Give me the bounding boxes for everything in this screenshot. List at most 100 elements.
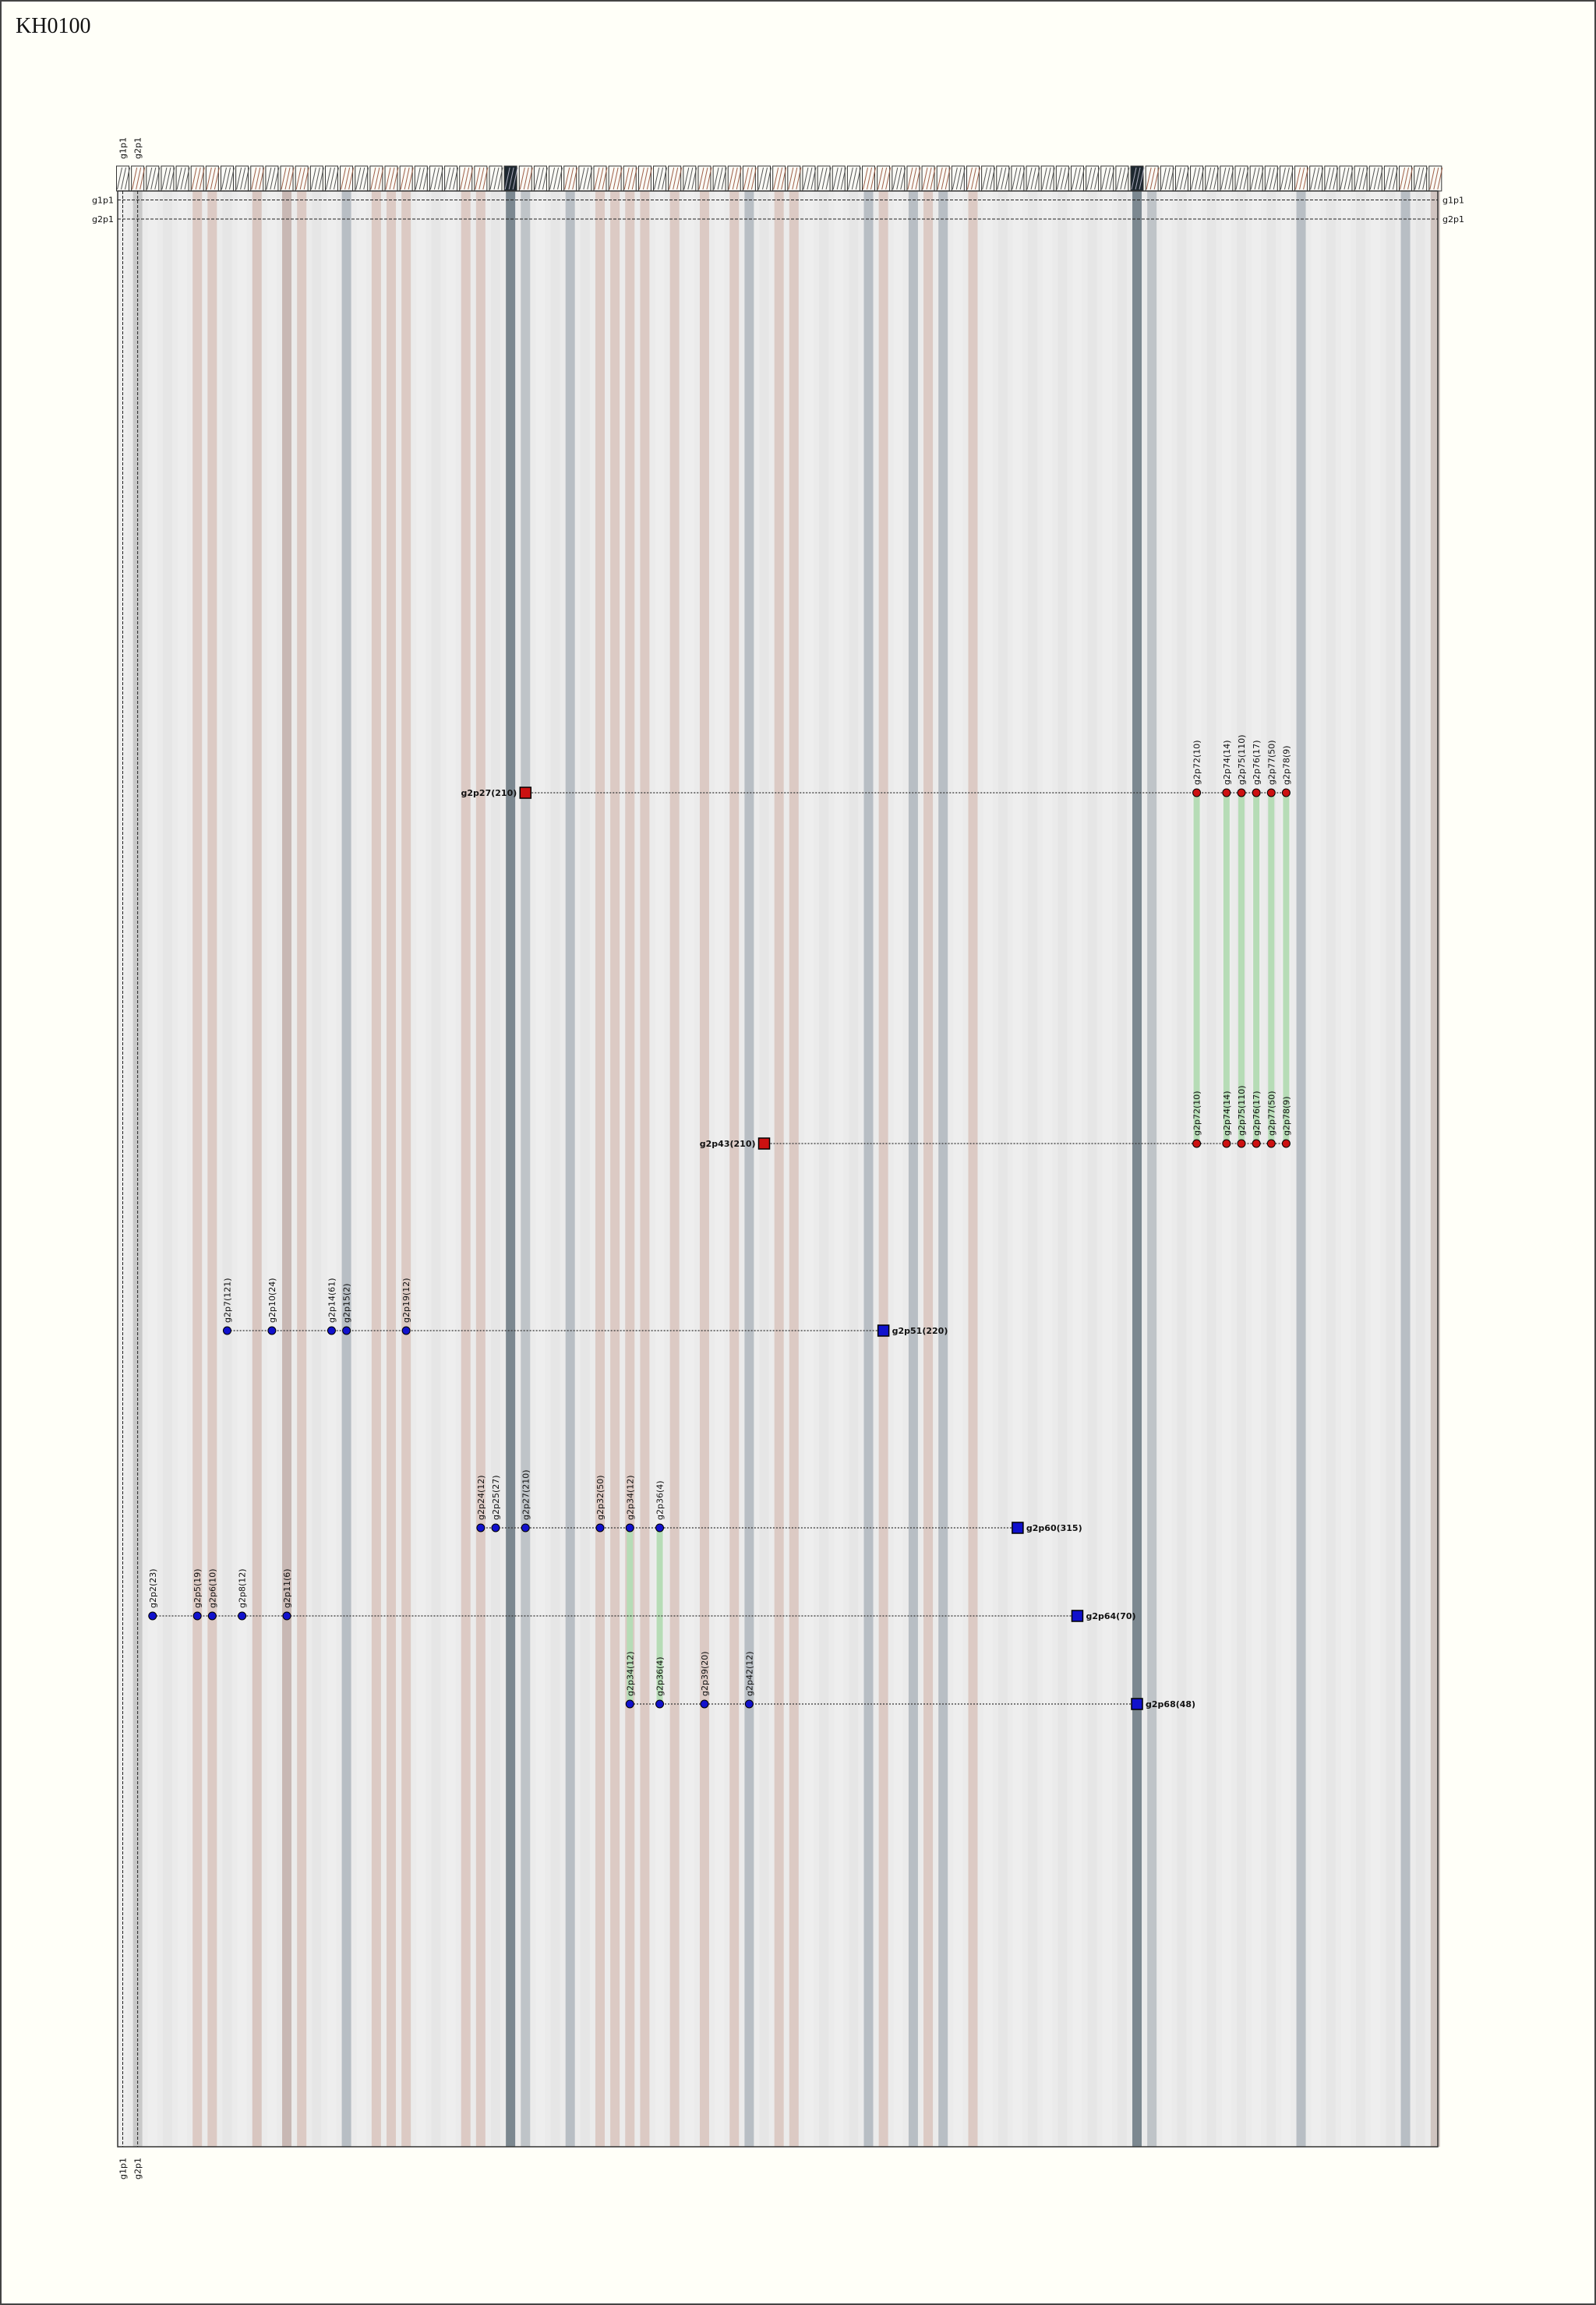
header-hatch: [654, 167, 660, 190]
header-hatch: [236, 167, 242, 190]
header-hatch: [1388, 167, 1394, 190]
column-stripe: [1237, 191, 1246, 2147]
header-hatch: [955, 167, 962, 190]
header-hatch: [437, 167, 443, 190]
header-hatch: [855, 167, 861, 190]
column-stripe: [923, 191, 934, 2147]
header-hatch: [468, 167, 474, 190]
node-label: g2p74(14): [1222, 1091, 1232, 1136]
header-hatch: [1329, 167, 1335, 190]
node-label: g2p7(121): [222, 1278, 232, 1323]
node-label: g2p77(50): [1266, 1091, 1276, 1136]
header-hatch: [691, 167, 697, 190]
column-stripe: [729, 191, 740, 2147]
node-label: g2p75(110): [1237, 1085, 1247, 1136]
header-hatch: [803, 167, 809, 190]
column-stripe: [461, 191, 471, 2147]
header-hatch: [1325, 167, 1331, 190]
header-hatch: [1195, 167, 1201, 190]
header-hatch: [1019, 167, 1026, 190]
header-hatch: [613, 167, 619, 190]
node-label: g2p19(12): [401, 1278, 411, 1323]
column-stripe: [669, 191, 680, 2147]
header-hatch: [359, 167, 365, 190]
header-hatch: [1034, 167, 1040, 190]
row-label-right: g1p1: [1442, 196, 1464, 206]
node-label: g2p24(12): [476, 1475, 486, 1520]
header-hatch: [728, 167, 734, 190]
sink: [877, 1324, 890, 1337]
header-hatch: [299, 167, 305, 190]
header-hatch: [930, 167, 936, 190]
header-hatch: [706, 167, 712, 190]
header-hatch: [1429, 167, 1435, 190]
node: [1237, 788, 1246, 797]
header-hatch: [732, 167, 738, 190]
header-hatch: [616, 167, 623, 190]
header-hatch: [1012, 167, 1018, 190]
node-label: g2p74(14): [1222, 740, 1232, 785]
header-hatch: [832, 167, 839, 190]
sink: [1131, 1698, 1143, 1710]
node-label: g2p78(9): [1281, 1096, 1291, 1136]
header-hatch: [1030, 167, 1036, 190]
header-hatch: [1369, 167, 1375, 190]
node-label: g2p32(50): [595, 1475, 606, 1520]
header-hatch: [863, 167, 868, 190]
header-hatch: [121, 167, 126, 190]
header-hatch: [1250, 167, 1256, 190]
column-stripe: [849, 191, 859, 2147]
header-hatch: [497, 167, 503, 190]
column-stripe: [759, 191, 769, 2147]
header-hatch: [400, 167, 406, 190]
header-hatch: [698, 167, 704, 190]
header-hatch: [825, 167, 832, 190]
column-stripe: [521, 191, 531, 2147]
column-stripe: [506, 191, 516, 2147]
header-hatch: [1135, 167, 1141, 190]
node-label: g2p75(110): [1237, 734, 1247, 785]
header-hatch: [1120, 167, 1126, 190]
header-hatch: [1344, 167, 1350, 190]
column-stripe: [893, 191, 903, 2147]
paths: g2p27(210) g2p72(10) g2p74(14) g2p75(110) g2…: [148, 734, 1291, 1710]
header-hatch: [1373, 167, 1379, 190]
column-stripe: [1400, 191, 1411, 2147]
header-hatch: [333, 167, 339, 190]
header-hatch: [587, 167, 593, 190]
column-stripe: [953, 191, 963, 2147]
header-hatch: [228, 167, 235, 190]
header-hatch: [1333, 167, 1339, 190]
title: KH0100: [16, 14, 90, 38]
header-hatch: [642, 167, 648, 190]
header-hatch: [1287, 167, 1294, 190]
header-hatch: [1284, 167, 1290, 190]
node-label: g2p77(50): [1266, 740, 1276, 785]
header-hatch: [1086, 167, 1093, 190]
header-hatch: [165, 167, 171, 190]
header-hatch: [195, 167, 201, 190]
column-stripe: [1132, 191, 1142, 2147]
node: [1281, 1139, 1291, 1148]
node: [1192, 788, 1202, 797]
header-hatch: [1094, 167, 1100, 190]
header-hatch: [1407, 167, 1414, 190]
column-stripe: [774, 191, 784, 2147]
column-stripe: [312, 191, 322, 2147]
header-hatch: [125, 167, 130, 190]
header-hatch: [762, 167, 768, 190]
header-hatch: [623, 167, 630, 190]
node-label: g2p14(61): [327, 1278, 337, 1323]
header-hatch: [877, 167, 884, 190]
header-hatch: [817, 167, 824, 190]
node: [192, 1611, 202, 1621]
header-hatch: [255, 167, 261, 190]
header-hatch: [460, 167, 466, 190]
column-stripe: [222, 191, 232, 2147]
header-hatch: [314, 167, 320, 190]
header-hatch: [1273, 167, 1279, 190]
column-stripe: [371, 191, 381, 2147]
sink-label: g2p27(210): [461, 788, 517, 798]
column-stripe: [938, 191, 948, 2147]
column-stripe: [1296, 191, 1306, 2147]
